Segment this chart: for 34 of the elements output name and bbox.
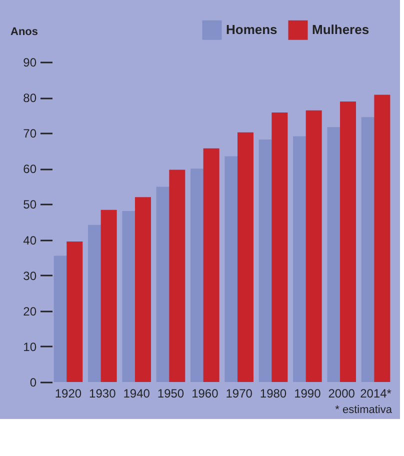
- bar: [374, 94, 390, 382]
- y-tick-label: 90: [23, 56, 37, 70]
- bar: [306, 110, 322, 382]
- y-tick-label: 80: [23, 91, 37, 106]
- x-tick-label: 2000: [328, 386, 356, 400]
- bar: [340, 101, 356, 382]
- y-tick-label: 30: [23, 268, 37, 283]
- bar: [100, 210, 117, 382]
- x-tick-label: 2014*: [360, 386, 392, 400]
- bar: [237, 132, 254, 382]
- bar: [203, 148, 220, 382]
- y-tick-label: 20: [23, 304, 37, 318]
- legend-label: Homens: [226, 22, 278, 38]
- text: * estimativa: [335, 404, 393, 416]
- x-tick-label: 1980: [260, 386, 287, 400]
- x-tick-label: 1990: [294, 386, 322, 400]
- bar: [272, 112, 288, 382]
- bar: [169, 170, 186, 382]
- bar: [66, 242, 83, 382]
- x-tick-label: 1920: [54, 386, 82, 400]
- bar: [134, 197, 151, 382]
- x-tick-label: 1940: [123, 386, 150, 400]
- x-tick-label: 1960: [192, 386, 219, 400]
- y-tick-label: 60: [23, 162, 37, 176]
- y-tick-label: 10: [23, 340, 37, 354]
- y-axis-title: Anos: [10, 26, 38, 38]
- y-tick-label: 40: [23, 233, 37, 248]
- y-tick-label: 0: [30, 376, 37, 390]
- y-tick-label: 50: [23, 198, 37, 212]
- x-tick-label: 1970: [226, 386, 253, 400]
- x-tick-label: 1950: [157, 386, 184, 400]
- y-tick-label: 70: [23, 126, 37, 141]
- x-tick-label: 1930: [89, 386, 116, 400]
- legend-label: Mulheres: [312, 22, 370, 38]
